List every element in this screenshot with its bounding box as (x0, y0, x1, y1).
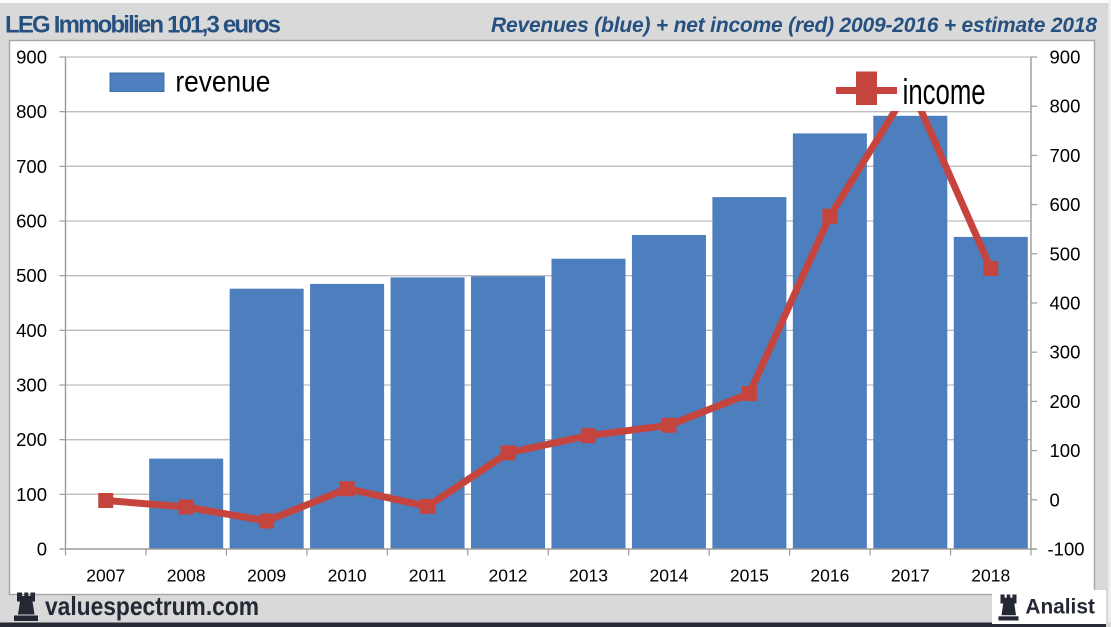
svg-text:700: 700 (1050, 145, 1081, 166)
svg-text:2013: 2013 (569, 565, 608, 585)
svg-text:200: 200 (1050, 391, 1081, 412)
svg-text:300: 300 (1050, 342, 1081, 363)
svg-text:0: 0 (1050, 489, 1060, 510)
svg-text:800: 800 (16, 101, 47, 122)
svg-text:2015: 2015 (730, 565, 769, 585)
svg-text:2011: 2011 (409, 565, 447, 585)
svg-text:2007: 2007 (86, 565, 125, 585)
svg-text:LEG Immobilien 101,3 euros: LEG Immobilien 101,3 euros (5, 11, 281, 38)
svg-text:income: income (903, 71, 986, 112)
svg-text:600: 600 (1050, 194, 1081, 215)
svg-text:Analist: Analist (1025, 595, 1095, 618)
svg-text:500: 500 (16, 265, 47, 286)
svg-text:0: 0 (37, 539, 47, 560)
svg-text:2014: 2014 (649, 565, 688, 585)
svg-text:400: 400 (16, 320, 47, 341)
svg-text:2008: 2008 (167, 565, 206, 585)
svg-text:2017: 2017 (891, 565, 930, 585)
svg-text:-100: -100 (1048, 539, 1085, 560)
svg-text:2016: 2016 (810, 565, 849, 585)
svg-text:100: 100 (16, 484, 47, 505)
svg-text:2010: 2010 (328, 565, 367, 585)
svg-text:400: 400 (1050, 293, 1081, 314)
svg-text:revenue: revenue (175, 66, 270, 99)
svg-text:100: 100 (1050, 440, 1081, 461)
svg-text:900: 900 (16, 47, 47, 68)
svg-text:2009: 2009 (247, 565, 286, 585)
svg-text:600: 600 (16, 211, 47, 232)
svg-text:900: 900 (1050, 47, 1081, 68)
svg-text:300: 300 (16, 375, 47, 396)
svg-text:2012: 2012 (489, 565, 528, 585)
svg-text:800: 800 (1050, 96, 1081, 117)
svg-text:Revenues (blue) + net income (: Revenues (blue) + net income (red) 2009-… (491, 14, 1097, 37)
svg-text:valuespectrum.com: valuespectrum.com (45, 591, 259, 621)
svg-text:700: 700 (16, 156, 47, 177)
svg-text:500: 500 (1050, 243, 1081, 264)
svg-text:2018: 2018 (971, 565, 1010, 585)
svg-text:200: 200 (16, 429, 47, 450)
